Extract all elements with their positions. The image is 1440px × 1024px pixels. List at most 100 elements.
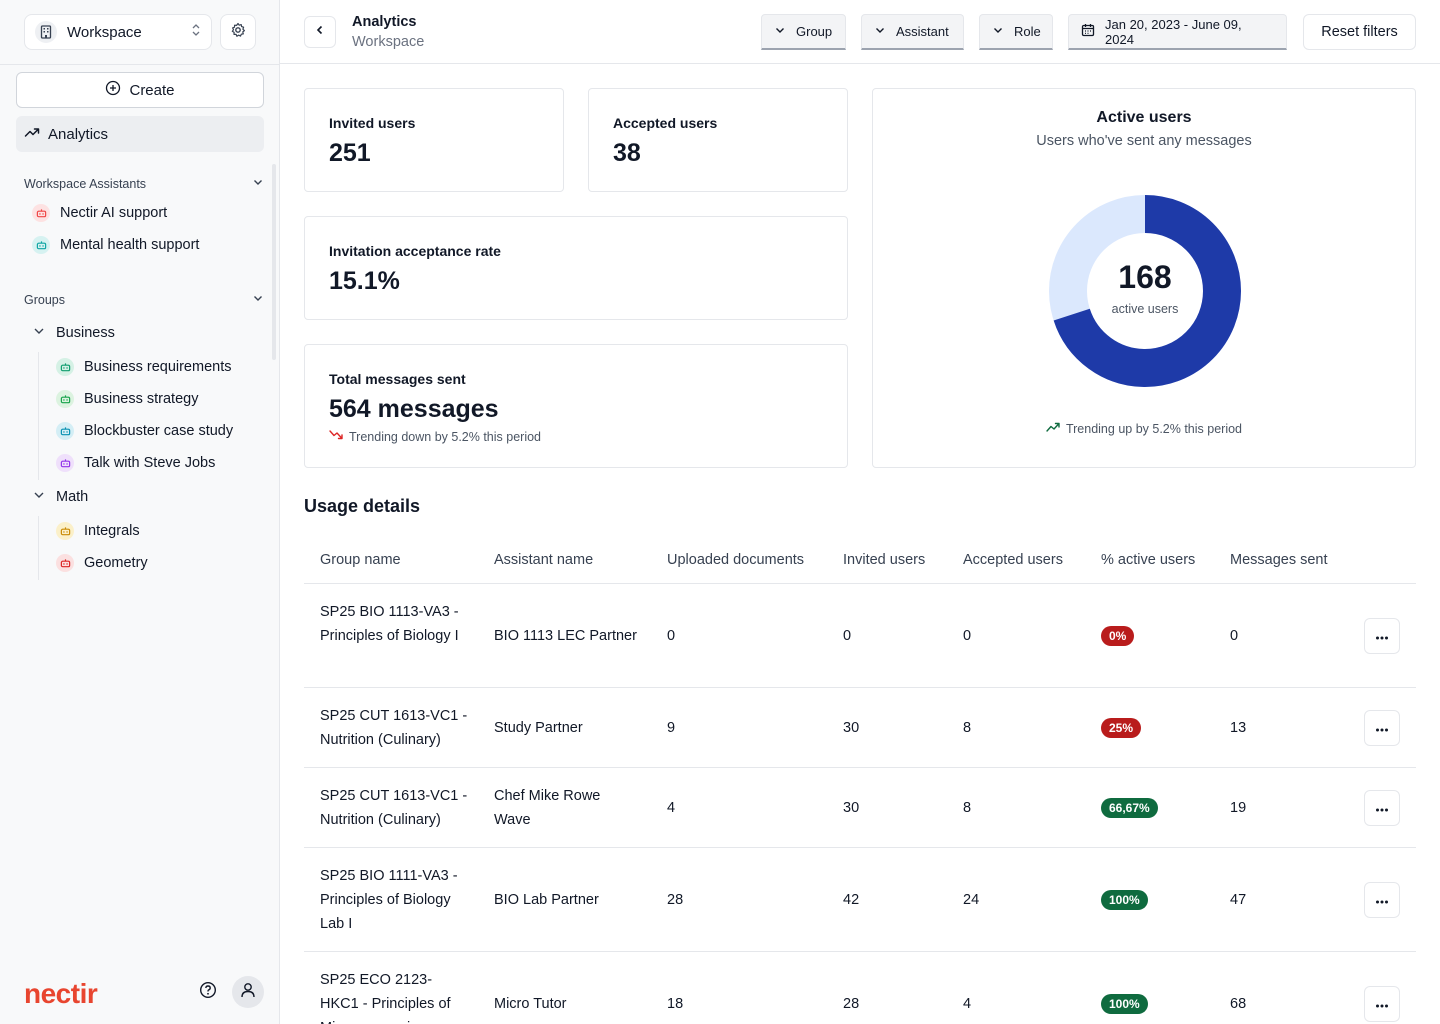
sidebar-item-talk-with-steve-jobs[interactable]: Talk with Steve Jobs: [56, 454, 215, 472]
cell-messages-sent: 68: [1230, 996, 1247, 1012]
assistants-section-header[interactable]: Workspace Assistants: [24, 176, 264, 191]
building-icon: [35, 21, 57, 43]
cell-accepted-users: 4: [963, 996, 972, 1012]
groups-section-header[interactable]: Groups: [24, 292, 264, 307]
nectir-logo: nectir: [24, 978, 98, 1009]
cell-messages-sent: 13: [1230, 720, 1247, 736]
chevron-left-icon: [314, 23, 326, 41]
cell-accepted-users: 24: [963, 892, 980, 908]
more-horizontal-icon: [1375, 719, 1389, 737]
groups-heading: Groups: [24, 292, 65, 307]
col-assistant-name[interactable]: Assistant name: [494, 552, 594, 568]
cell-assistant-name: Micro Tutor: [494, 996, 567, 1012]
bot-icon: [32, 204, 50, 222]
cell-uploaded-documents: 28: [667, 892, 684, 908]
assistant-label: Blockbuster case study: [84, 423, 234, 439]
help-icon: [199, 981, 217, 1004]
date-range-picker[interactable]: Jan 20, 2023 - June 09, 2024: [1068, 14, 1287, 50]
chevron-down-icon: [252, 176, 264, 191]
table-row: SP25 CUT 1613-VC1 - Nutrition (Culinary)…: [304, 688, 1416, 768]
trending-up-icon: [1046, 421, 1060, 436]
total-messages-card: Total messages sent 564 messages Trendin…: [304, 344, 848, 468]
role-filter[interactable]: Role: [979, 14, 1053, 50]
col-group-name[interactable]: Group name: [320, 552, 401, 568]
settings-button[interactable]: [220, 14, 256, 50]
workspace-selector[interactable]: Workspace: [24, 14, 212, 50]
more-horizontal-icon: [1375, 891, 1389, 909]
col-active-users-pct[interactable]: % active users: [1101, 552, 1196, 568]
row-more-button[interactable]: [1364, 790, 1400, 826]
sidebar-item-integrals[interactable]: Integrals: [56, 522, 140, 540]
trending-down-icon: [329, 429, 343, 444]
sidebar-item-geometry[interactable]: Geometry: [56, 554, 148, 572]
role-filter-label: Role: [1014, 24, 1041, 39]
calendar-icon: [1081, 23, 1095, 40]
bot-icon: [56, 522, 74, 540]
cell-assistant-name: Chef Mike Rowe Wave: [494, 788, 601, 828]
assistants-heading: Workspace Assistants: [24, 176, 147, 191]
cell-invited-users: 30: [843, 720, 860, 736]
row-more-button[interactable]: [1364, 986, 1400, 1022]
active-users-trend-text: Trending up by 5.2% this period: [1065, 421, 1243, 436]
acceptance-rate-label: Invitation acceptance rate: [329, 243, 501, 259]
cell-group-name: SP25 ECO 2123-HKC1 - Principles of Micro…: [320, 972, 451, 1024]
trending-up-icon: [24, 124, 40, 144]
sidebar-item-blockbuster-case-study[interactable]: Blockbuster case study: [56, 422, 233, 440]
status-badge: 100%: [1101, 890, 1148, 910]
chevron-down-icon: [252, 292, 264, 307]
row-more-button[interactable]: [1364, 710, 1400, 746]
cell-messages-sent: 47: [1230, 892, 1247, 908]
accepted-users-card: Accepted users 38: [588, 88, 848, 192]
col-invited-users[interactable]: Invited users: [843, 552, 926, 568]
sidebar-scrollbar[interactable]: [272, 164, 276, 360]
cell-invited-users: 30: [843, 800, 860, 816]
acceptance-rate-value: 15.1%: [329, 267, 400, 295]
plus-circle-icon: [105, 80, 121, 100]
user-avatar-button[interactable]: [232, 976, 264, 1008]
cell-invited-users: 28: [843, 996, 860, 1012]
sidebar: Workspace Create Analytics Workspace Ass…: [0, 0, 280, 1024]
usage-table-header: Group name Assistant name Uploaded docum…: [304, 536, 1416, 584]
active-users-trend: Trending up by 5.2% this period: [873, 421, 1415, 436]
chevron-down-icon: [774, 24, 786, 39]
reset-filters-button[interactable]: Reset filters: [1303, 14, 1416, 50]
back-button[interactable]: [304, 16, 336, 48]
col-uploaded-documents[interactable]: Uploaded documents: [667, 552, 805, 568]
sidebar-group-business[interactable]: Business: [32, 324, 115, 342]
col-messages-sent[interactable]: Messages sent: [1230, 552, 1328, 568]
workspace-label: Workspace: [67, 23, 142, 41]
sidebar-group-math[interactable]: Math: [32, 488, 88, 506]
col-accepted-users[interactable]: Accepted users: [963, 552, 1063, 568]
help-button[interactable]: [192, 976, 224, 1008]
row-more-button[interactable]: [1364, 618, 1400, 654]
row-more-button[interactable]: [1364, 882, 1400, 918]
assistant-label: Nectir AI support: [60, 205, 168, 221]
sidebar-item-business-strategy[interactable]: Business strategy: [56, 390, 198, 408]
messages-trend: Trending down by 5.2% this period: [329, 429, 541, 444]
invited-users-label: Invited users: [329, 115, 416, 131]
group-indent-line: [38, 352, 39, 480]
sidebar-item-business-requirements[interactable]: Business requirements: [56, 358, 232, 376]
create-button[interactable]: Create: [16, 72, 264, 108]
group-indent-line: [38, 516, 39, 580]
table-row: SP25 BIO 1111-VA3 - Principles of Biolog…: [304, 848, 1416, 952]
status-badge: 0%: [1101, 626, 1135, 646]
sidebar-item-analytics[interactable]: Analytics: [16, 116, 264, 152]
group-filter[interactable]: Group: [761, 14, 846, 50]
active-users-value: 168: [1118, 259, 1172, 295]
sidebar-item-mental-health-support[interactable]: Mental health support: [32, 236, 199, 254]
total-messages-value: 564 messages: [329, 395, 499, 423]
bot-icon: [56, 454, 74, 472]
page-title: Analytics: [352, 14, 417, 30]
gear-icon: [230, 22, 246, 43]
assistant-filter[interactable]: Assistant: [861, 14, 964, 50]
assistant-filter-label: Assistant: [896, 24, 949, 39]
active-users-caption: active users: [1111, 302, 1179, 316]
total-messages-label: Total messages sent: [329, 371, 466, 387]
donut-active-segment: [1049, 195, 1241, 387]
sidebar-item-nectir-ai-support[interactable]: Nectir AI support: [32, 204, 167, 222]
date-range-label: Jan 20, 2023 - June 09, 2024: [1105, 16, 1242, 47]
table-row: SP25 ECO 2123-HKC1 - Principles of Micro…: [304, 952, 1416, 1024]
cell-uploaded-documents: 18: [667, 996, 684, 1012]
top-header: Analytics Workspace Group Assistant Role…: [280, 0, 1440, 64]
